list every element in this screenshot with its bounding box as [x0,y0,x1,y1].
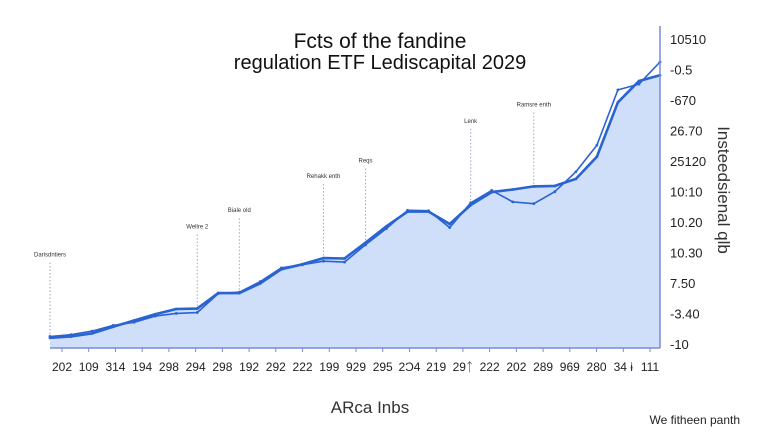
data-point [385,227,388,230]
data-point [511,200,515,204]
data-point [322,259,325,263]
x-tick-label: 314 [105,360,125,374]
data-point [574,177,578,181]
data-point [195,311,199,314]
x-tick-label: 199 [319,360,339,374]
y-tick-label: 10.20 [670,215,703,230]
y-tick-label: -3.40 [670,307,700,322]
data-point [69,333,73,337]
data-point [427,209,431,213]
y-tick-label: -10 [670,337,689,352]
annotation-label: Ramsre enth [517,102,551,108]
data-point [174,312,178,315]
y-tick-label: 10:10 [670,185,703,200]
data-point [258,280,262,283]
x-tick-label: 929 [346,360,366,374]
data-point [216,292,220,295]
data-point [511,188,515,191]
x-tick-label: 289 [533,360,553,374]
annotation-label: Wellre 2 [186,225,209,231]
series-line-1 [49,74,661,340]
y-axis-label: Insteedsienal qlb [714,126,733,254]
data-point [616,88,620,92]
area-fill [50,62,660,348]
data-point [279,266,283,270]
data-point [90,331,94,335]
data-point [490,188,494,192]
data-point [406,208,409,212]
data-point [637,82,641,86]
annotation-label: Biale old [228,208,251,214]
x-tick-label: 219 [426,360,446,374]
chart-footnote: We fitheen panth [649,413,740,427]
data-point [553,184,557,188]
data-point [90,329,94,333]
chart-title-line-2: regulation ETF Lediscapital 2029 [233,52,527,74]
data-point [532,202,536,206]
x-tick-label: 298 [159,360,179,374]
data-point [574,170,578,174]
data-point [195,307,199,310]
x-axis-label: ARca Inbs [330,398,410,417]
y-tick-label: 26.70 [670,124,703,139]
data-point [132,320,136,324]
x-tick-label: 222 [293,360,313,374]
chart-title-line-1: Fcts of the fandine [293,30,467,53]
data-point [637,79,641,83]
data-point [364,243,367,247]
x-tick-label: 202 [52,360,72,374]
x-tick-label: 2Ͻ4 [398,360,420,374]
data-point [48,335,52,338]
y-tick-label: -0.5 [670,63,692,78]
data-point [595,143,599,147]
annotation-label: Reqs [359,159,373,165]
x-tick-label: 34 ɨ [614,360,634,374]
y-tick-label: -670 [670,93,696,108]
x-tick-label: 29ᛏ [453,360,474,374]
data-point [343,257,346,260]
y-tick-label: 10510 [670,32,706,47]
x-tick-label: 111 [641,360,660,374]
annotation-label: Lenk [464,119,478,125]
x-tick-label: 194 [132,360,152,374]
data-point [322,256,325,260]
x-tick-label: 222 [480,360,500,374]
annotation-label: Darisdntiers [34,252,66,258]
y-tick-label: 10.30 [670,246,703,261]
data-point [616,100,620,104]
series-line-2 [49,61,661,338]
data-point [469,201,473,205]
y-tick-label: 7.50 [670,276,695,291]
y-tick-label: 25120 [670,154,706,169]
data-point [532,184,536,188]
x-tick-label: 292 [266,360,286,374]
data-point [111,323,115,327]
x-tick-label: 280 [587,360,607,374]
annotation-label: Rehakk enth [307,174,341,180]
x-tick-label: 298 [212,360,232,374]
data-point [448,222,452,226]
data-point [153,314,157,318]
x-tick-label: 295 [373,360,393,374]
data-point [237,290,241,294]
x-tick-label: 202 [506,360,526,374]
data-point [448,226,452,229]
data-point [174,307,178,311]
data-point [553,190,557,194]
x-tick-label: 294 [186,360,206,374]
data-point [301,263,304,267]
x-tick-label: 109 [79,360,99,374]
data-point [343,260,346,264]
x-tick-label: 192 [239,360,259,374]
data-point [595,155,599,159]
x-tick-label: 969 [560,360,580,374]
